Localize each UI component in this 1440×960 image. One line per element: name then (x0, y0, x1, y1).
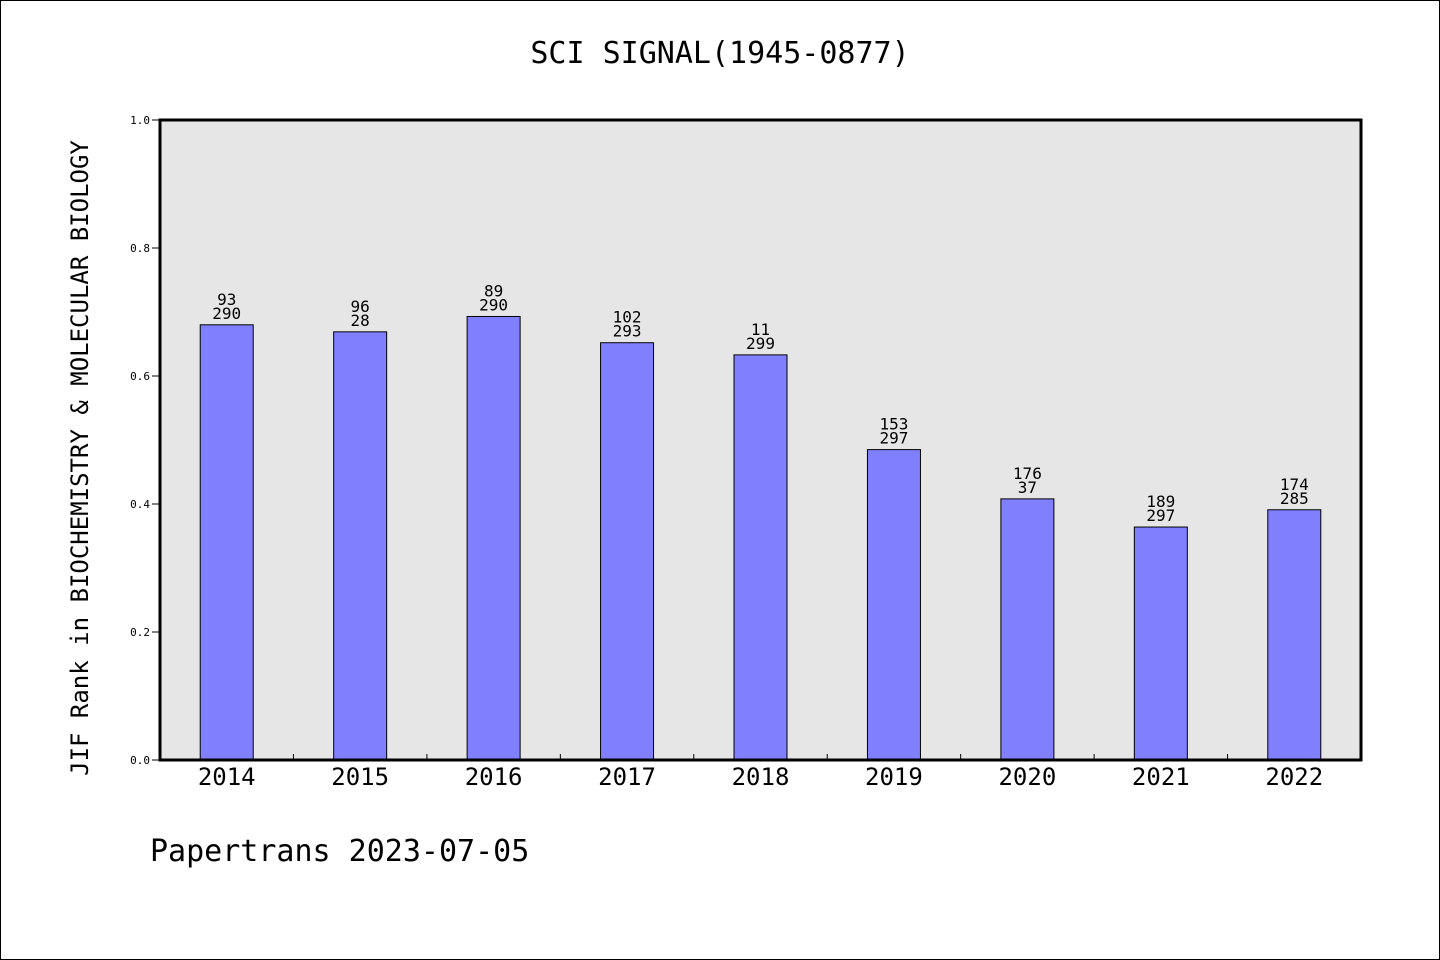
bar-rank-label: 153 (879, 415, 908, 434)
x-tick-label: 2018 (732, 763, 790, 791)
bar-rank-label: 174 (1280, 475, 1309, 494)
bar-2018 (733, 354, 788, 761)
chart-title: SCI SIGNAL(1945-0877) (530, 36, 910, 71)
y-tick-label: 1.0 (130, 114, 150, 127)
y-tick-label: 0.2 (130, 626, 150, 639)
bar-total-label: 285 (1280, 489, 1309, 508)
x-tick-label: 2016 (465, 763, 523, 791)
x-tick-label: 2017 (598, 763, 656, 791)
bar-2022 (1267, 509, 1322, 761)
x-tick-label: 2022 (1265, 763, 1323, 791)
bar-rank-label: 102 (613, 308, 642, 327)
bar-rank-label: 89 (484, 281, 503, 300)
bar-2016 (466, 315, 521, 761)
bar-2020 (1000, 498, 1055, 761)
bar-2015 (333, 331, 388, 761)
bar-rank-label: 93 (217, 290, 236, 309)
x-tick-label: 2020 (998, 763, 1056, 791)
bar-2021 (1133, 526, 1188, 761)
bar-2019 (866, 449, 921, 761)
footer-credit: Papertrans 2023-07-05 (150, 834, 530, 869)
bar-total-label: 290 (212, 304, 241, 323)
bar-rank-label: 189 (1146, 492, 1175, 511)
x-tick-label: 2021 (1132, 763, 1190, 791)
x-tick-label: 2015 (331, 763, 389, 791)
x-tick-label: 2019 (865, 763, 923, 791)
y-tick-label: 0.0 (130, 754, 150, 767)
bar-total-label: 297 (879, 429, 908, 448)
bar-total-label: 293 (613, 322, 642, 341)
bar-rank-label: 11 (751, 320, 770, 339)
y-tick-label: 0.8 (130, 242, 150, 255)
bar-rank-label: 96 (351, 297, 370, 316)
bar-total-label: 28 (351, 311, 370, 330)
y-tick-label: 0.4 (130, 498, 150, 511)
bar-2014 (199, 324, 254, 761)
bar-total-label: 297 (1146, 506, 1175, 525)
x-tick-label: 2014 (198, 763, 256, 791)
bar-total-label: 290 (479, 295, 508, 314)
bar-total-label: 299 (746, 334, 775, 353)
plot-border (158, 118, 1363, 762)
bar-2017 (600, 342, 655, 761)
bar-rank-label: 176 (1013, 464, 1042, 483)
y-tick-label: 0.6 (130, 370, 150, 383)
bar-total-label: 37 (1018, 478, 1037, 497)
